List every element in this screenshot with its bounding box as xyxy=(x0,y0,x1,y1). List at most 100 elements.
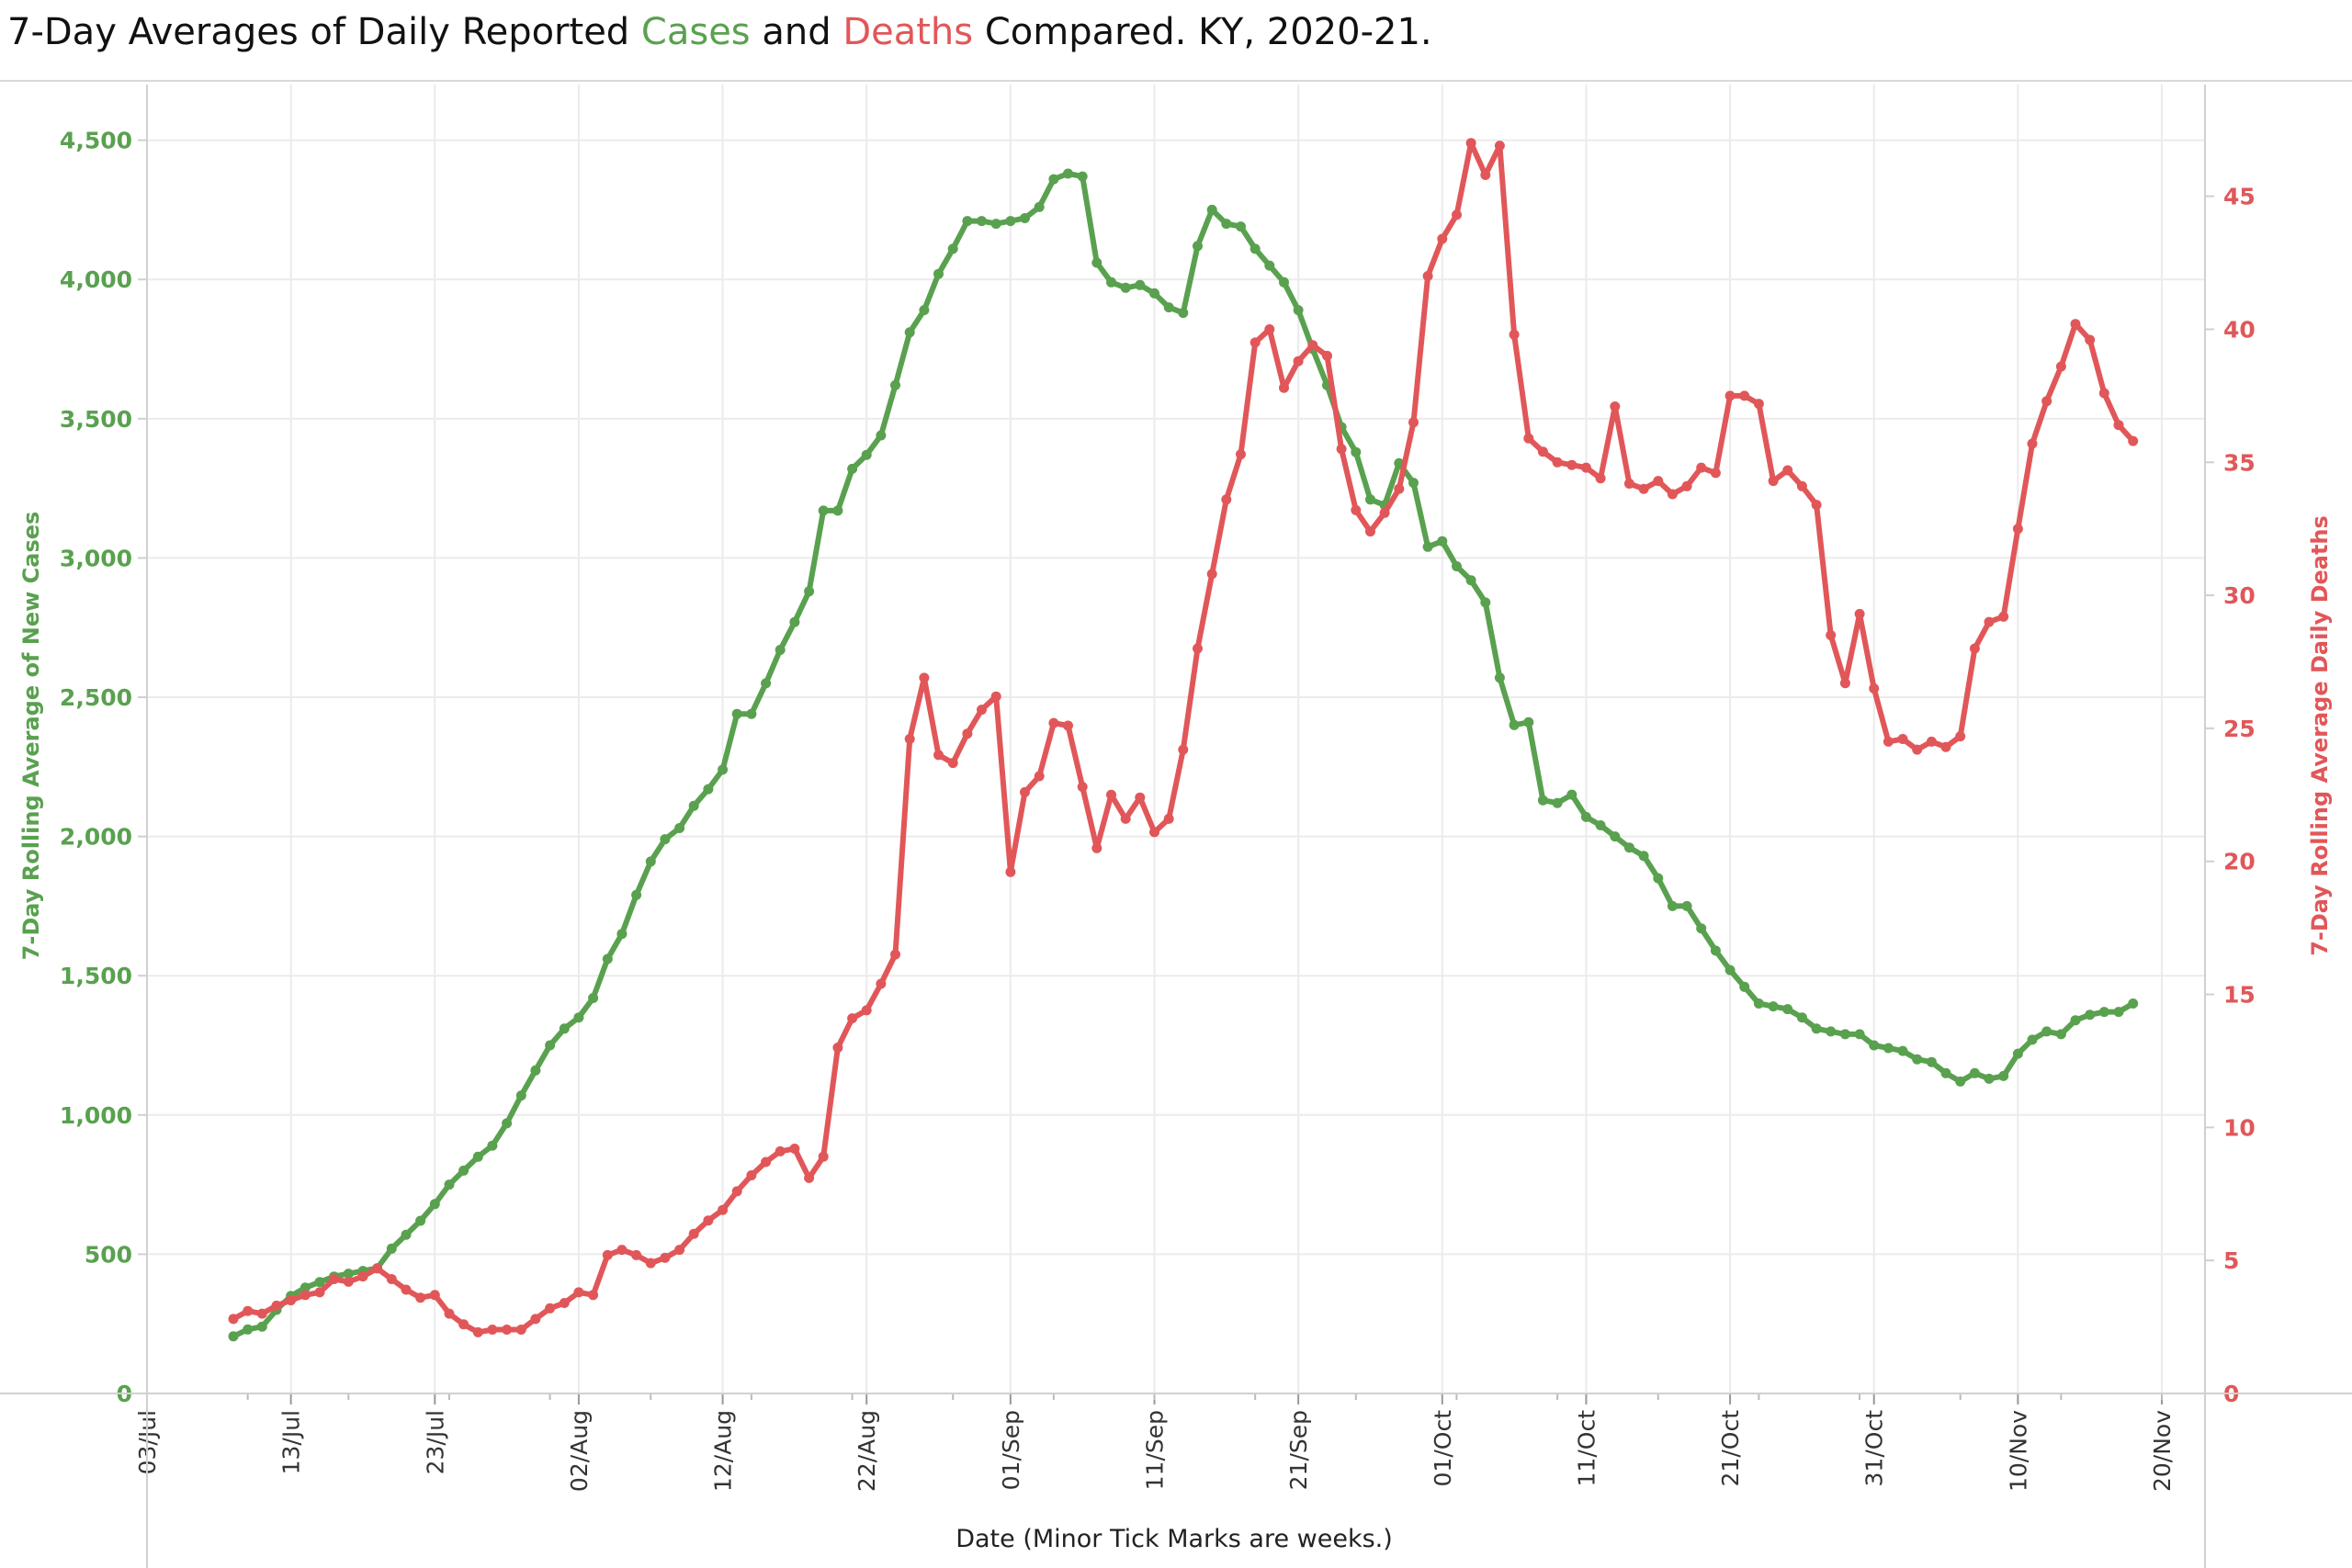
deaths-data-point[interactable] xyxy=(1623,479,1634,489)
deaths-data-point[interactable] xyxy=(1610,401,1621,412)
deaths-data-point[interactable] xyxy=(515,1325,526,1335)
deaths-data-point[interactable] xyxy=(458,1319,469,1330)
deaths-data-point[interactable] xyxy=(228,1314,239,1325)
deaths-data-point[interactable] xyxy=(256,1308,267,1319)
cases-data-point[interactable] xyxy=(1509,719,1520,730)
deaths-data-point[interactable] xyxy=(300,1290,311,1301)
deaths-data-point[interactable] xyxy=(444,1308,455,1319)
deaths-data-point[interactable] xyxy=(919,672,930,683)
deaths-data-point[interactable] xyxy=(2113,420,2124,431)
deaths-data-point[interactable] xyxy=(401,1284,412,1295)
cases-data-point[interactable] xyxy=(804,586,815,597)
cases-data-point[interactable] xyxy=(1279,276,1289,288)
cases-data-point[interactable] xyxy=(1667,900,1678,911)
deaths-data-point[interactable] xyxy=(761,1156,772,1168)
deaths-data-point[interactable] xyxy=(947,758,958,769)
deaths-data-point[interactable] xyxy=(573,1287,584,1298)
deaths-data-point[interactable] xyxy=(1768,476,1779,487)
cases-data-point[interactable] xyxy=(904,327,915,338)
deaths-data-point[interactable] xyxy=(1969,643,1980,654)
cases-data-point[interactable] xyxy=(429,1199,440,1210)
cases-data-point[interactable] xyxy=(703,784,714,795)
cases-data-point[interactable] xyxy=(228,1331,239,1342)
deaths-data-point[interactable] xyxy=(1178,744,1189,755)
cases-data-point[interactable] xyxy=(1537,795,1548,806)
cases-data-point[interactable] xyxy=(718,764,729,775)
deaths-data-point[interactable] xyxy=(1753,399,1764,410)
deaths-data-point[interactable] xyxy=(588,1290,599,1301)
cases-data-point[interactable] xyxy=(1710,945,1721,956)
deaths-data-point[interactable] xyxy=(1796,480,1807,491)
cases-data-point[interactable] xyxy=(947,243,958,254)
deaths-data-point[interactable] xyxy=(1509,329,1520,340)
cases-data-point[interactable] xyxy=(2027,1034,2038,1045)
cases-data-point[interactable] xyxy=(1480,597,1491,608)
cases-data-point[interactable] xyxy=(2098,1007,2109,1018)
cases-data-point[interactable] xyxy=(1854,1029,1865,1040)
deaths-data-point[interactable] xyxy=(990,691,1001,702)
cases-data-point[interactable] xyxy=(2128,998,2139,1009)
deaths-data-point[interactable] xyxy=(645,1258,656,1269)
cases-data-point[interactable] xyxy=(1595,820,1606,830)
cases-data-point[interactable] xyxy=(933,268,944,279)
deaths-data-point[interactable] xyxy=(1365,526,1375,537)
cases-data-point[interactable] xyxy=(515,1090,526,1101)
deaths-data-point[interactable] xyxy=(933,750,944,761)
deaths-data-point[interactable] xyxy=(1653,476,1664,487)
cases-data-point[interactable] xyxy=(1163,302,1174,313)
deaths-data-point[interactable] xyxy=(861,1005,872,1016)
deaths-data-point[interactable] xyxy=(1912,744,1923,755)
cases-data-point[interactable] xyxy=(415,1215,426,1226)
deaths-data-point[interactable] xyxy=(372,1263,383,1274)
deaths-data-point[interactable] xyxy=(1437,233,1448,244)
deaths-data-point[interactable] xyxy=(1523,433,1534,444)
cases-data-point[interactable] xyxy=(588,993,599,1003)
cases-data-point[interactable] xyxy=(1465,575,1476,586)
deaths-data-point[interactable] xyxy=(502,1325,513,1335)
deaths-data-point[interactable] xyxy=(674,1245,685,1256)
deaths-data-point[interactable] xyxy=(415,1292,426,1303)
cases-data-point[interactable] xyxy=(1250,243,1261,254)
cases-data-point[interactable] xyxy=(861,449,872,460)
deaths-data-point[interactable] xyxy=(818,1151,829,1162)
cases-data-point[interactable] xyxy=(472,1151,483,1162)
cases-data-point[interactable] xyxy=(444,1179,455,1190)
cases-data-point[interactable] xyxy=(530,1065,541,1076)
cases-data-point[interactable] xyxy=(1020,213,1030,223)
cases-data-point[interactable] xyxy=(1077,171,1088,182)
deaths-data-point[interactable] xyxy=(2041,396,2052,407)
cases-data-point[interactable] xyxy=(818,505,829,516)
cases-data-point[interactable] xyxy=(2070,1015,2081,1026)
deaths-data-point[interactable] xyxy=(530,1314,541,1325)
cases-data-point[interactable] xyxy=(343,1269,354,1280)
deaths-data-point[interactable] xyxy=(688,1228,699,1239)
cases-data-point[interactable] xyxy=(660,834,671,845)
deaths-data-point[interactable] xyxy=(329,1274,340,1284)
deaths-data-point[interactable] xyxy=(429,1290,440,1301)
cases-data-point[interactable] xyxy=(1523,716,1534,728)
cases-data-point[interactable] xyxy=(2041,1026,2052,1037)
deaths-data-point[interactable] xyxy=(1537,446,1548,457)
cases-data-point[interactable] xyxy=(1811,1023,1822,1034)
cases-data-point[interactable] xyxy=(731,708,742,719)
cases-data-point[interactable] xyxy=(386,1243,397,1254)
deaths-data-point[interactable] xyxy=(1580,462,1591,473)
deaths-data-point[interactable] xyxy=(1048,717,1059,728)
cases-data-point[interactable] xyxy=(487,1140,498,1151)
cases-data-point[interactable] xyxy=(1696,923,1707,934)
deaths-data-point[interactable] xyxy=(1264,324,1275,334)
cases-data-point[interactable] xyxy=(1681,900,1692,911)
deaths-data-point[interactable] xyxy=(1034,771,1045,782)
deaths-data-point[interactable] xyxy=(1106,789,1116,800)
deaths-data-point[interactable] xyxy=(2098,388,2109,399)
cases-data-point[interactable] xyxy=(1912,1054,1923,1065)
deaths-data-point[interactable] xyxy=(904,734,915,744)
deaths-data-point[interactable] xyxy=(1020,786,1030,797)
deaths-data-point[interactable] xyxy=(718,1204,729,1215)
cases-data-point[interactable] xyxy=(1034,201,1045,212)
deaths-data-point[interactable] xyxy=(1667,489,1678,500)
cases-data-point[interactable] xyxy=(746,708,757,719)
deaths-data-point[interactable] xyxy=(876,978,887,989)
deaths-data-point[interactable] xyxy=(1839,678,1850,689)
deaths-data-point[interactable] xyxy=(271,1300,282,1311)
